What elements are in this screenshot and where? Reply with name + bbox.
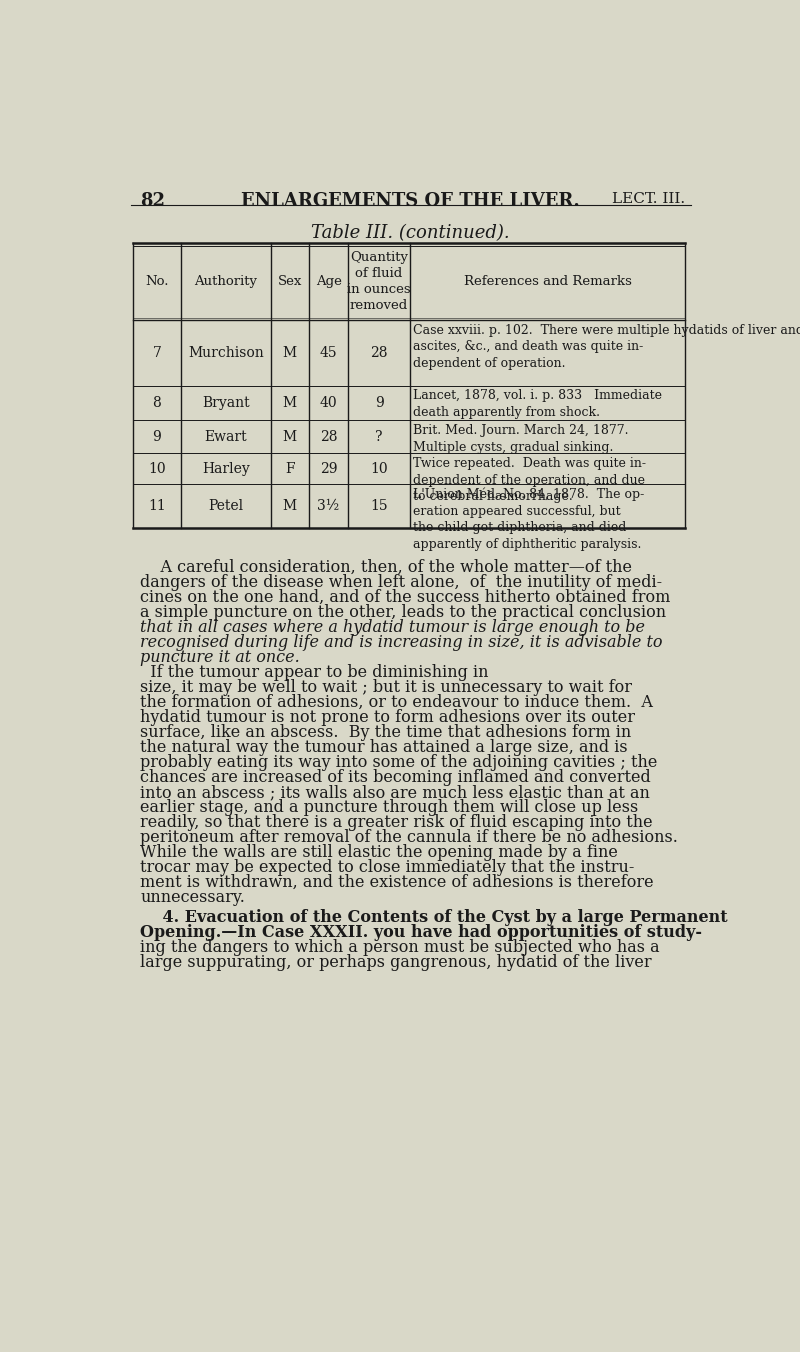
Text: 4. Evacuation of the Contents of the Cyst by a large Permanent: 4. Evacuation of the Contents of the Cys… xyxy=(140,909,728,926)
Text: 40: 40 xyxy=(320,396,338,410)
Text: Sex: Sex xyxy=(278,274,302,288)
Text: Lancet, 1878, vol. i. p. 833   Immediate
death apparently from shock.: Lancet, 1878, vol. i. p. 833 Immediate d… xyxy=(413,389,662,419)
Text: 45: 45 xyxy=(320,346,338,360)
Text: peritoneum after removal of the cannula if there be no adhesions.: peritoneum after removal of the cannula … xyxy=(140,829,678,846)
Text: Harley: Harley xyxy=(202,461,250,476)
Text: ENLARGEMENTS OF THE LIVER.: ENLARGEMENTS OF THE LIVER. xyxy=(241,192,579,210)
Text: L'Union Méd. No. 84, 1878.  The op-
eration appeared successful, but
the child g: L'Union Méd. No. 84, 1878. The op- erati… xyxy=(413,488,644,552)
Text: No.: No. xyxy=(146,274,169,288)
Text: 28: 28 xyxy=(370,346,388,360)
Text: large suppurating, or perhaps gangrenous, hydatid of the liver: large suppurating, or perhaps gangrenous… xyxy=(140,953,652,971)
Text: Bryant: Bryant xyxy=(202,396,250,410)
Text: Ewart: Ewart xyxy=(205,430,247,443)
Text: trocar may be expected to close immediately that the instru-: trocar may be expected to close immediat… xyxy=(140,859,634,876)
Text: 7: 7 xyxy=(153,346,162,360)
Text: dangers of the disease when left alone,  of  the inutility of medi-: dangers of the disease when left alone, … xyxy=(140,573,662,591)
Text: earlier stage, and a puncture through them will close up less: earlier stage, and a puncture through th… xyxy=(140,799,638,817)
Text: Opening.—In Case XXXII. you have had opportunities of study-: Opening.—In Case XXXII. you have had opp… xyxy=(140,923,702,941)
Text: recognised during life and is increasing in size, it is advisable to: recognised during life and is increasing… xyxy=(140,634,662,650)
Text: References and Remarks: References and Remarks xyxy=(464,274,631,288)
Text: 3½: 3½ xyxy=(318,499,340,512)
Text: 10: 10 xyxy=(370,461,388,476)
Text: M: M xyxy=(283,346,297,360)
Text: A careful consideration, then, of the whole matter—of the: A careful consideration, then, of the wh… xyxy=(140,558,632,576)
Text: chances are increased of its becoming inflamed and converted: chances are increased of its becoming in… xyxy=(140,769,651,786)
Text: the formation of adhesions, or to endeavour to induce them.  A: the formation of adhesions, or to endeav… xyxy=(140,694,653,711)
Text: Twice repeated.  Death was quite in-
dependent of the operation, and due
to cere: Twice repeated. Death was quite in- depe… xyxy=(413,457,646,503)
Text: the natural way the tumour has attained a large size, and is: the natural way the tumour has attained … xyxy=(140,740,628,756)
Text: ment is withdrawn, and the existence of adhesions is therefore: ment is withdrawn, and the existence of … xyxy=(140,875,654,891)
Text: probably eating its way into some of the adjoining cavities ; the: probably eating its way into some of the… xyxy=(140,754,658,771)
Text: size, it may be well to wait ; but it is unnecessary to wait for: size, it may be well to wait ; but it is… xyxy=(140,679,632,696)
Text: hydatid tumour is not prone to form adhesions over its outer: hydatid tumour is not prone to form adhe… xyxy=(140,708,635,726)
Text: While the walls are still elastic the opening made by a fine: While the walls are still elastic the op… xyxy=(140,844,618,861)
Text: 9: 9 xyxy=(374,396,383,410)
Text: 8: 8 xyxy=(153,396,162,410)
Text: cines on the one hand, and of the success hitherto obtained from: cines on the one hand, and of the succes… xyxy=(140,589,670,606)
Text: ing the dangers to which a person must be subjected who has a: ing the dangers to which a person must b… xyxy=(140,938,660,956)
Text: that in all cases where a hydatid tumour is large enough to be: that in all cases where a hydatid tumour… xyxy=(140,619,646,635)
Text: Brit. Med. Journ. March 24, 1877.
Multiple cysts, gradual sinking.: Brit. Med. Journ. March 24, 1877. Multip… xyxy=(413,425,629,453)
Text: puncture it at once.: puncture it at once. xyxy=(140,649,300,667)
Text: 10: 10 xyxy=(148,461,166,476)
Text: ?: ? xyxy=(375,430,382,443)
Text: M: M xyxy=(283,396,297,410)
Text: Table III. (continued).: Table III. (continued). xyxy=(310,224,510,242)
Text: Age: Age xyxy=(316,274,342,288)
Text: 15: 15 xyxy=(370,499,388,512)
Text: surface, like an abscess.  By the time that adhesions form in: surface, like an abscess. By the time th… xyxy=(140,723,631,741)
Text: 9: 9 xyxy=(153,430,162,443)
Text: into an abscess ; its walls also are much less elastic than at an: into an abscess ; its walls also are muc… xyxy=(140,784,650,800)
Text: 28: 28 xyxy=(320,430,338,443)
Text: Quantity
of fluid
in ounces
removed: Quantity of fluid in ounces removed xyxy=(347,251,411,312)
Text: F: F xyxy=(285,461,294,476)
Text: 11: 11 xyxy=(148,499,166,512)
Text: LECT. III.: LECT. III. xyxy=(612,192,685,206)
Text: unnecessary.: unnecessary. xyxy=(140,890,245,906)
Text: M: M xyxy=(283,499,297,512)
Text: readily, so that there is a greater risk of fluid escaping into the: readily, so that there is a greater risk… xyxy=(140,814,653,831)
Text: Case xxviii. p. 102.  There were multiple hydatids of liver and peritoneum, and
: Case xxviii. p. 102. There were multiple… xyxy=(413,324,800,370)
Text: Authority: Authority xyxy=(194,274,258,288)
Text: a simple puncture on the other, leads to the practical conclusion: a simple puncture on the other, leads to… xyxy=(140,604,666,621)
Text: Petel: Petel xyxy=(208,499,243,512)
Text: 29: 29 xyxy=(320,461,338,476)
Text: M: M xyxy=(283,430,297,443)
Text: Murchison: Murchison xyxy=(188,346,264,360)
Text: If the tumour appear to be diminishing in: If the tumour appear to be diminishing i… xyxy=(140,664,489,681)
Text: 82: 82 xyxy=(140,192,166,210)
